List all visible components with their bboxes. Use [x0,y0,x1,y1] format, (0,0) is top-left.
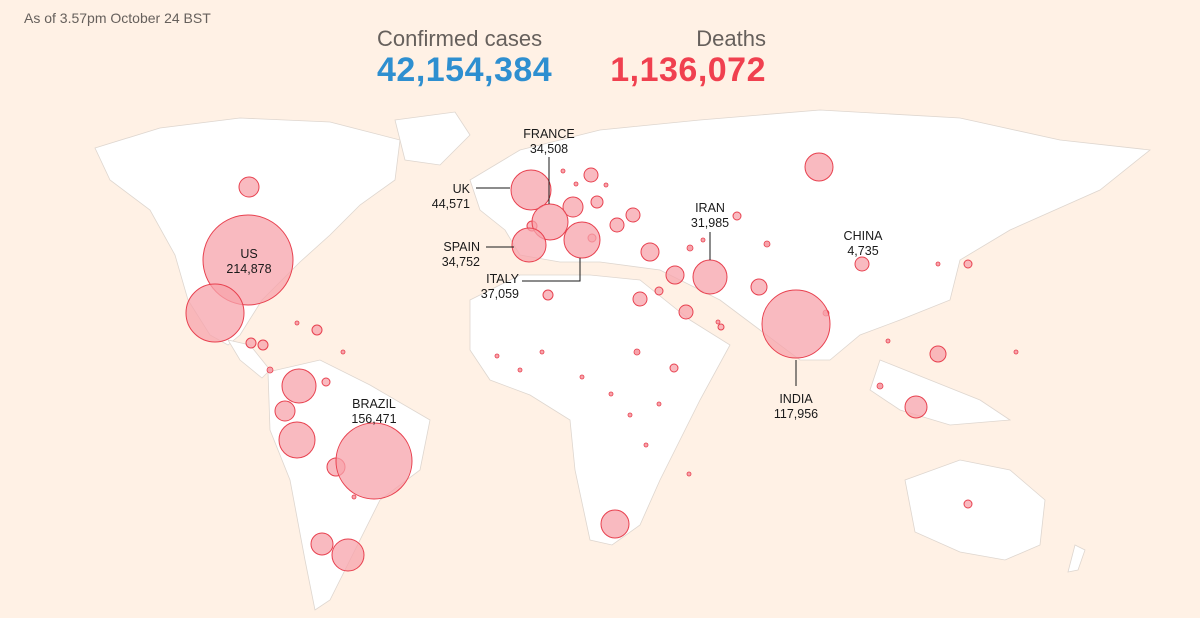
land-greenland [394,111,471,166]
label-italy-name: ITALY [486,272,520,286]
deaths-value: 1,136,072 [610,51,766,89]
bubble-peru [278,421,316,459]
label-china-value: 4,735 [847,244,878,258]
bubble-uk [510,169,552,211]
bubble-poland [590,195,604,209]
label-india-value: 117,956 [774,407,818,421]
bubble-pakistan [750,278,768,296]
bubble-saudi [678,304,694,320]
bubble-brazil [335,422,413,500]
confirmed-cases-value: 42,154,384 [377,51,553,89]
bubble-dominican [311,324,323,336]
land-new-zealand [1067,544,1086,573]
bubble-kazakhstan [732,211,742,221]
label-spain-name: SPAIN [443,240,480,254]
label-us-value: 214,878 [226,262,271,276]
bubble-japan [963,259,973,269]
bubble-us [202,214,294,306]
bubble-ukraine [625,207,641,223]
bubble-mexico [185,283,245,343]
label-iran-name: IRAN [695,201,725,215]
bubble-honduras [257,339,269,351]
bubble-oman [717,323,725,331]
bubble-indonesia [904,395,928,419]
bubble-algeria [542,289,554,301]
land-africa [469,274,731,546]
label-france-value: 34,508 [530,142,568,156]
minor-bubbles [238,152,973,572]
bubble-colombia [281,368,317,404]
bubble-australia [963,499,973,509]
deaths-stat: Deaths 1,136,072 [608,26,766,88]
bubble-germany [562,196,584,218]
bubble-italy [563,221,601,259]
bubble-egypt [632,291,648,307]
bubble-ecuador [274,400,296,422]
bubble-iran [692,259,728,295]
label-brazil-value: 156,471 [351,412,396,426]
leader-italy [522,258,581,282]
label-france-name: FRANCE [523,127,574,141]
land-australia [904,459,1046,561]
label-india-name: INDIA [779,392,813,406]
bubble-russia [804,152,834,182]
bubble-chile [310,532,334,556]
confirmed-cases-label: Confirmed cases [377,26,543,51]
bubble-turkey [640,242,660,262]
bubble-guatemala [245,337,257,349]
bubble-canada [238,176,260,198]
label-uk-value: 44,571 [432,197,470,211]
bubble-china [854,256,870,272]
as-of-timestamp: As of 3.57pm October 24 BST [24,10,211,26]
label-iran-value: 31,985 [691,216,729,230]
bubble-philippines [929,345,947,363]
label-us-name: US [240,247,257,261]
bubble-romania [609,217,625,233]
land-se-asia [869,359,1012,426]
bubble-argentina [331,538,365,572]
label-brazil-name: BRAZIL [352,397,396,411]
major-bubbles [185,169,831,500]
tiny-dots [266,168,1019,500]
bubble-spain [511,227,547,263]
bubble-sweden [583,167,599,183]
country-labels: US 214,878 BRAZIL 156,471 UK 44,571 FRAN… [226,127,883,426]
bubble-south-africa [600,509,630,539]
deaths-label: Deaths [696,26,766,51]
bubble-venezuela [321,377,331,387]
land-eurasia [469,109,1152,361]
label-china-name: CHINA [844,229,884,243]
label-italy-value: 37,059 [481,287,519,301]
bubble-israel [654,286,664,296]
label-uk-name: UK [453,182,471,196]
bubble-france [531,203,569,241]
label-spain-value: 34,752 [442,255,480,269]
bubble-ethiopia [669,363,679,373]
bubble-india [761,289,831,359]
confirmed-cases-stat: Confirmed cases 42,154,384 [377,26,552,88]
bubble-iraq [665,265,685,285]
